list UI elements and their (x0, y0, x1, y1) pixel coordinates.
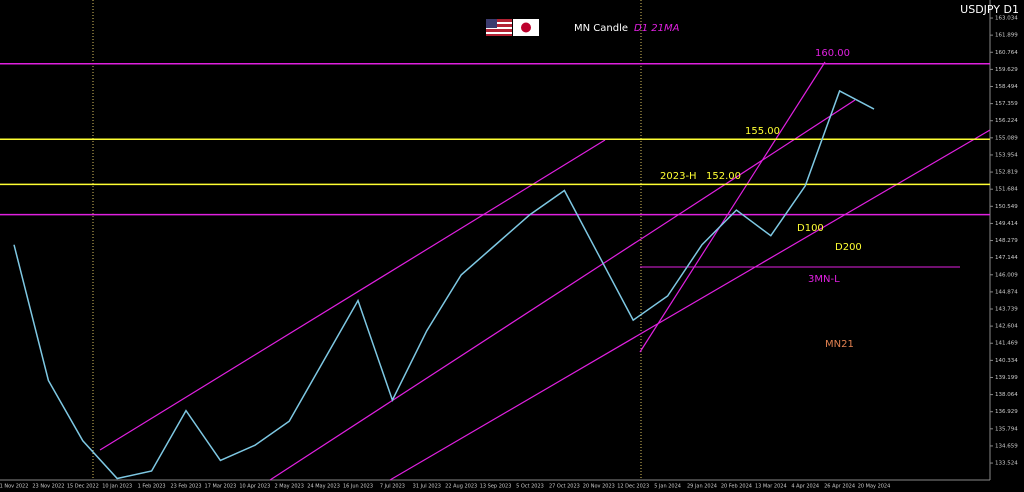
y-tick-label: 153.954 (995, 152, 1018, 158)
x-tick-label: 7 Jul 2023 (380, 484, 405, 490)
y-tick-label: 159.629 (995, 67, 1018, 73)
y-tick-label: 146.009 (995, 272, 1018, 278)
x-tick-label: 29 Jan 2024 (687, 484, 717, 490)
legend-item: MN Candle (574, 23, 628, 34)
x-tick-label: 10 Apr 2023 (239, 484, 270, 490)
annotation: D200 (835, 242, 862, 253)
x-tick-label: 20 Feb 2024 (721, 484, 752, 490)
annotation: 152.00 (706, 171, 741, 182)
channel-lines (99, 61, 991, 481)
y-tick-label: 163.034 (995, 16, 1018, 22)
x-tick-label: 13 Sep 2023 (480, 484, 512, 490)
x-tick-label: 15 Dec 2022 (67, 484, 99, 490)
annotation: 3MN-L (808, 274, 840, 285)
x-tick-label: 10 Jan 2023 (102, 484, 132, 490)
y-tick-label: 156.224 (995, 118, 1018, 124)
x-tick-label: 2 May 2023 (274, 484, 303, 490)
y-tick-label: 135.794 (995, 426, 1018, 432)
x-tick-label: 12 Dec 2023 (617, 484, 649, 490)
y-tick-label: 155.089 (995, 135, 1018, 141)
annotation: D100 (797, 223, 824, 234)
y-tick-label: 149.414 (995, 221, 1018, 227)
annotation: MN21 (825, 339, 854, 350)
x-tick-label: 13 Mar 2024 (755, 484, 787, 490)
y-tick-label: 134.659 (995, 443, 1018, 449)
x-tick-label: 27 Oct 2023 (549, 484, 580, 490)
y-tick-label: 138.064 (995, 392, 1018, 398)
x-tick-label: 26 Apr 2024 (824, 484, 855, 490)
x-tick-label: 24 May 2023 (307, 484, 340, 490)
y-tick-label: 151.684 (995, 187, 1018, 193)
y-tick-label: 160.764 (995, 50, 1018, 56)
y-tick-label: 141.469 (995, 341, 1018, 347)
annotation: 155.00 (745, 126, 780, 137)
price-line (13, 89, 875, 480)
y-tick-label: 158.494 (995, 84, 1018, 90)
y-tick-label: 140.334 (995, 358, 1018, 364)
x-tick-label: 4 Apr 2024 (791, 484, 819, 490)
chart-title: USDJPY D1 (960, 3, 1019, 16)
x-tick-label: 22 Aug 2023 (445, 484, 477, 490)
x-tick-label: 31 Jul 2023 (413, 484, 441, 490)
x-tick-label: 1 Nov 2022 (0, 484, 28, 490)
legend-item: D1 21MA (634, 23, 680, 34)
y-tick-label: 143.739 (995, 307, 1018, 313)
y-tick-label: 144.874 (995, 289, 1018, 295)
y-tick-label: 133.524 (995, 461, 1018, 467)
x-tick-label: 23 Feb 2023 (170, 484, 201, 490)
x-tick-label: 1 Feb 2023 (138, 484, 166, 490)
x-tick-label: 20 Nov 2023 (583, 484, 615, 490)
annotation: 160.00 (815, 48, 850, 59)
y-tick-label: 136.929 (995, 409, 1018, 415)
x-tick-label: 16 Jun 2023 (343, 484, 373, 490)
y-tick-label: 157.359 (995, 101, 1018, 107)
y-tick-label: 152.819 (995, 170, 1018, 176)
flags (486, 19, 539, 36)
y-tick-label: 161.899 (995, 33, 1018, 39)
y-tick-label: 139.199 (995, 375, 1018, 381)
x-tick-label: 5 Oct 2023 (516, 484, 544, 490)
y-tick-label: 150.549 (995, 204, 1018, 210)
y-tick-label: 148.279 (995, 238, 1018, 244)
y-tick-label: 147.144 (995, 255, 1018, 261)
annotation: 2023-H (660, 171, 697, 182)
x-tick-label: 5 Jan 2024 (654, 484, 681, 490)
x-tick-label: 23 Nov 2022 (32, 484, 64, 490)
y-tick-label: 142.604 (995, 324, 1018, 330)
x-tick-label: 20 May 2024 (858, 484, 891, 490)
x-tick-label: 17 Mar 2023 (205, 484, 237, 490)
